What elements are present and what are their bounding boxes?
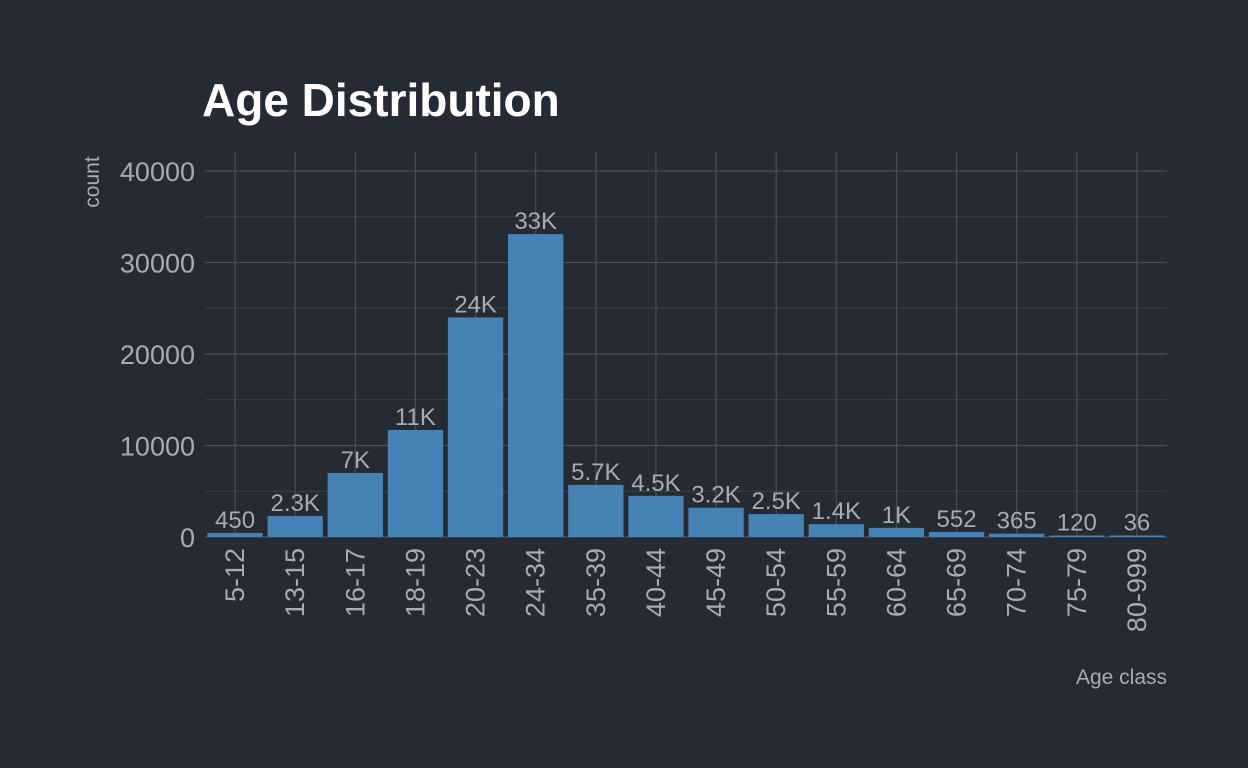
y-axis-label: count [81, 156, 104, 208]
y-tick-label: 0 [180, 523, 195, 553]
x-tick-label: 75-79 [1062, 548, 1092, 617]
bar-13-15 [267, 515, 323, 537]
bar-5-12 [207, 532, 263, 537]
bar-40-44 [628, 495, 684, 537]
data-label-13-15: 2.3K [271, 490, 320, 517]
data-labels: 450 2.3K 7K 11K 24K 33K 5.7K 4.5K 3.2K 2.5K 1.4K 1K… [215, 208, 1150, 536]
bars [207, 234, 1165, 537]
x-tick-label: 18-19 [400, 548, 430, 617]
y-tick-label: 30000 [120, 249, 195, 279]
data-label-20-23: 24K [454, 291, 497, 318]
x-tick-label: 35-39 [581, 548, 611, 617]
x-axis-label: Age class [1076, 666, 1167, 689]
data-label-70-74: 365 [997, 508, 1037, 535]
data-label-60-64: 1K [882, 502, 911, 529]
y-axis-ticks: 0 10000 20000 30000 40000 [120, 157, 195, 553]
data-label-40-44: 4.5K [631, 470, 680, 497]
data-label-18-19: 11K [395, 404, 436, 431]
y-tick-label: 40000 [120, 157, 195, 187]
data-label-80-999: 36 [1124, 510, 1151, 537]
bar-70-74 [989, 533, 1045, 537]
y-tick-label: 20000 [120, 340, 195, 370]
data-label-24-34: 33K [514, 208, 557, 235]
bar-45-49 [688, 507, 744, 537]
x-tick-label: 50-54 [761, 548, 791, 617]
x-tick-label: 24-34 [521, 548, 551, 617]
x-tick-label: 20-23 [461, 548, 491, 617]
bar-75-79 [1049, 535, 1105, 537]
bar-20-23 [447, 317, 504, 537]
x-tick-label: 80-999 [1122, 548, 1152, 632]
data-label-45-49: 3.2K [691, 482, 740, 509]
bar-50-54 [748, 514, 804, 537]
x-tick-label: 40-44 [641, 548, 671, 617]
data-label-50-54: 2.5K [752, 488, 801, 515]
data-label-16-17: 7K [341, 447, 370, 474]
bar-18-19 [387, 429, 444, 537]
bar-65-69 [928, 531, 985, 537]
bar-16-17 [327, 472, 383, 537]
data-label-35-39: 5.7K [571, 459, 620, 486]
y-tick-label: 10000 [120, 432, 195, 462]
data-label-55-59: 1.4K [812, 498, 861, 525]
x-tick-label: 45-49 [701, 548, 731, 617]
bar-80-999 [1109, 535, 1165, 537]
x-axis-ticks: 5-12 13-15 16-17 18-19 20-23 24-34 35-39 40-44 4… [220, 548, 1152, 632]
bar-24-34 [508, 234, 564, 537]
data-label-5-12: 450 [215, 507, 255, 534]
x-tick-label: 70-74 [1002, 548, 1032, 617]
x-tick-label: 13-15 [280, 548, 310, 617]
x-tick-label: 60-64 [881, 548, 911, 617]
x-tick-label: 55-59 [821, 548, 851, 617]
x-tick-label: 5-12 [220, 548, 250, 602]
data-label-65-69: 552 [937, 506, 977, 533]
data-label-75-79: 120 [1057, 510, 1097, 537]
chart-title: Age Distribution [202, 74, 560, 126]
x-tick-label: 65-69 [942, 548, 972, 617]
bar-35-39 [568, 484, 624, 537]
x-tick-label: 16-17 [340, 548, 370, 617]
bar-60-64 [868, 527, 925, 537]
bar-55-59 [808, 524, 864, 537]
